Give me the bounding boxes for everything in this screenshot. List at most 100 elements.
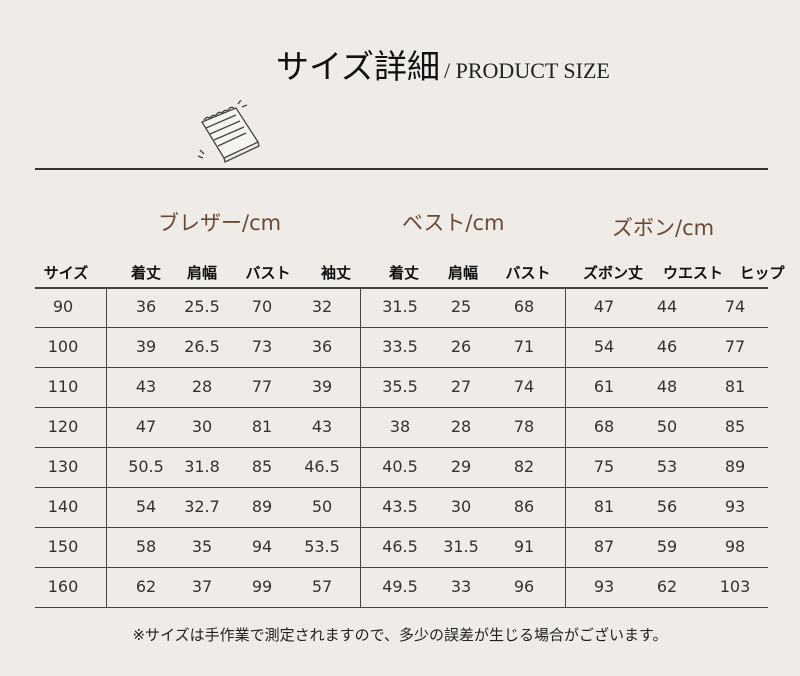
column-divider [360, 288, 361, 608]
value-cell: 28 [191, 377, 213, 396]
value-cell: 37 [191, 577, 213, 596]
row-divider [35, 287, 768, 289]
value-cell: 30 [450, 497, 472, 516]
value-cell: 96 [513, 577, 535, 596]
table-row: 120 47 30 81 43 38 28 78 68 50 85 [0, 407, 800, 447]
size-cell: 110 [47, 377, 79, 396]
value-cell: 78 [513, 417, 535, 436]
value-cell: 26 [450, 337, 472, 356]
value-cell: 47 [593, 297, 615, 316]
title-en: / PRODUCT SIZE [444, 58, 610, 83]
value-cell: 81 [251, 417, 273, 436]
value-cell: 57 [311, 577, 333, 596]
value-cell: 62 [135, 577, 157, 596]
column-header: 肩幅 [447, 264, 479, 282]
column-header: 袖丈 [320, 264, 352, 282]
value-cell: 43 [311, 417, 333, 436]
size-cell: 120 [47, 417, 79, 436]
value-cell: 28 [450, 417, 472, 436]
value-cell: 38 [389, 417, 411, 436]
value-cell: 71 [513, 337, 535, 356]
value-cell: 77 [724, 337, 746, 356]
value-cell: 58 [135, 537, 157, 556]
size-cell: 150 [47, 537, 79, 556]
size-cell: 160 [47, 577, 79, 596]
page-title: サイズ詳細 / PRODUCT SIZE [276, 40, 610, 88]
value-cell: 99 [251, 577, 273, 596]
value-cell: 56 [656, 497, 678, 516]
row-divider [35, 407, 768, 408]
value-cell: 31.5 [382, 297, 418, 316]
value-cell: 89 [724, 457, 746, 476]
size-cell: 90 [52, 297, 74, 316]
value-cell: 54 [135, 497, 157, 516]
value-cell: 89 [251, 497, 273, 516]
value-cell: 36 [311, 337, 333, 356]
value-cell: 46 [656, 337, 678, 356]
value-cell: 46.5 [304, 457, 340, 476]
value-cell: 98 [724, 537, 746, 556]
value-cell: 53.5 [304, 537, 340, 556]
section-pants: ズボン/cm [612, 216, 715, 240]
value-cell: 61 [593, 377, 615, 396]
table-row: 100 39 26.5 73 36 33.5 26 71 54 46 77 [0, 327, 800, 367]
value-cell: 35.5 [382, 377, 418, 396]
value-cell: 25 [450, 297, 472, 316]
column-divider [106, 288, 107, 608]
column-header: ウエスト [662, 264, 724, 282]
value-cell: 68 [513, 297, 535, 316]
column-header: ヒップ [739, 264, 785, 282]
value-cell: 93 [724, 497, 746, 516]
row-divider [35, 527, 768, 528]
value-cell: 32.7 [184, 497, 220, 516]
table-row: 160 62 37 99 57 49.5 33 96 93 62 103 [0, 567, 800, 607]
value-cell: 91 [513, 537, 535, 556]
value-cell: 49.5 [382, 577, 418, 596]
value-cell: 33 [450, 577, 472, 596]
value-cell: 53 [656, 457, 678, 476]
value-cell: 39 [311, 377, 333, 396]
value-cell: 82 [513, 457, 535, 476]
value-cell: 29 [450, 457, 472, 476]
value-cell: 46.5 [382, 537, 418, 556]
section-blazer: ブレザー/cm [158, 211, 282, 235]
row-divider [35, 367, 768, 368]
value-cell: 54 [593, 337, 615, 356]
value-cell: 86 [513, 497, 535, 516]
table-row: 130 50.5 31.8 85 46.5 40.5 29 82 75 53 89 [0, 447, 800, 487]
value-cell: 70 [251, 297, 273, 316]
table-row: 150 58 35 94 53.5 46.5 31.5 91 87 59 98 [0, 527, 800, 567]
value-cell: 32 [311, 297, 333, 316]
value-cell: 103 [719, 577, 751, 596]
value-cell: 27 [450, 377, 472, 396]
title-jp: サイズ詳細 [276, 47, 441, 86]
column-header: バスト [505, 264, 551, 282]
column-header: 肩幅 [186, 264, 218, 282]
value-cell: 50.5 [128, 457, 164, 476]
size-cell: 140 [47, 497, 79, 516]
table-row: 140 54 32.7 89 50 43.5 30 86 81 56 93 [0, 487, 800, 527]
value-cell: 36 [135, 297, 157, 316]
value-cell: 73 [251, 337, 273, 356]
value-cell: 25.5 [184, 297, 220, 316]
value-cell: 74 [724, 297, 746, 316]
row-divider [35, 327, 768, 328]
value-cell: 77 [251, 377, 273, 396]
value-cell: 62 [656, 577, 678, 596]
value-cell: 50 [311, 497, 333, 516]
value-cell: 35 [191, 537, 213, 556]
value-cell: 33.5 [382, 337, 418, 356]
value-cell: 31.8 [184, 457, 220, 476]
value-cell: 30 [191, 417, 213, 436]
column-header: サイズ [43, 264, 89, 282]
value-cell: 48 [656, 377, 678, 396]
column-header: ズボン丈 [582, 264, 644, 282]
value-cell: 39 [135, 337, 157, 356]
row-divider [35, 567, 768, 568]
row-divider [35, 487, 768, 488]
value-cell: 85 [251, 457, 273, 476]
size-cell: 100 [47, 337, 79, 356]
value-cell: 59 [656, 537, 678, 556]
divider [35, 168, 768, 170]
value-cell: 81 [724, 377, 746, 396]
